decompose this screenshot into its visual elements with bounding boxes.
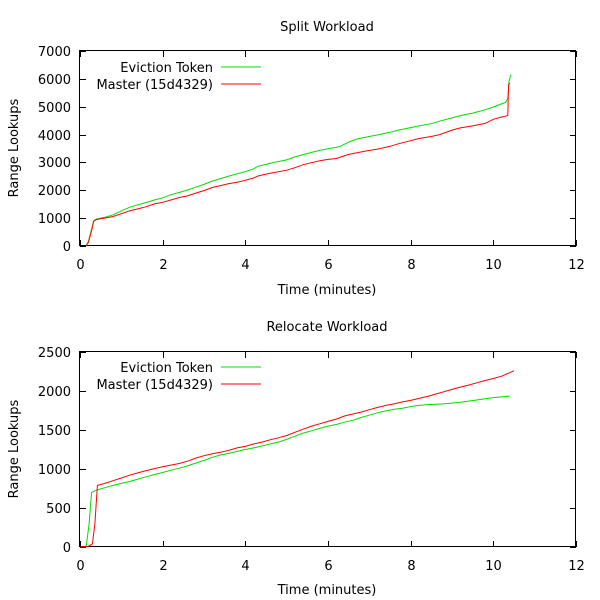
y-tick-label: 6000 [38, 73, 71, 88]
legend-label-master: Master (15d4329) [96, 378, 213, 393]
y-tick-label: 1000 [38, 212, 71, 227]
x-tick-label: 2 [159, 559, 167, 574]
x-tick-label: 10 [485, 258, 502, 273]
series-lines [85, 74, 512, 247]
y-tick-label: 0 [63, 240, 71, 255]
x-tick-label: 4 [241, 559, 249, 574]
series-line-eviction-token [79, 395, 510, 548]
y-tick-label: 3000 [38, 156, 71, 171]
chart-relocate-workload: Relocate Workload 0 500 1000 1500 2000 2500 0… [7, 320, 585, 598]
x-tick-label: 10 [485, 559, 502, 574]
plot-area [79, 50, 576, 246]
x-tick-label: 0 [76, 258, 84, 273]
x-tick-label: 6 [324, 559, 332, 574]
x-tick-label: 4 [241, 258, 249, 273]
y-tick-label: 0 [63, 541, 71, 556]
y-axis-label: Range Lookups [7, 98, 22, 197]
y-tick-label: 2500 [38, 346, 71, 361]
y-ticks: 0 1000 2000 3000 4000 5000 6000 7000 [38, 45, 576, 255]
y-tick-label: 5000 [38, 101, 71, 116]
series-line-master-15d4329 [79, 370, 515, 548]
legend-label-master: Master (15d4329) [96, 78, 213, 93]
plot-area [79, 351, 576, 547]
x-tick-label: 6 [324, 258, 332, 273]
legend: Eviction Token Master (15d4329) [96, 61, 261, 93]
series-line-eviction-token [85, 74, 512, 247]
y-axis-label: Range Lookups [7, 399, 22, 498]
y-tick-label: 7000 [38, 45, 71, 60]
y-tick-label: 1000 [38, 463, 71, 478]
x-tick-label: 12 [568, 559, 585, 574]
x-ticks: 0 2 4 6 8 10 12 [76, 352, 585, 574]
x-axis-label: Time (minutes) [277, 583, 377, 598]
y-tick-label: 1500 [38, 424, 71, 439]
x-tick-label: 2 [159, 258, 167, 273]
x-ticks: 0 2 4 6 8 10 12 [76, 51, 585, 273]
chart-split-workload: Split Workload 0 1000 2000 3000 4000 5000 6000… [7, 20, 585, 298]
y-ticks: 0 500 1000 1500 2000 2500 [38, 346, 576, 556]
chart-title: Relocate Workload [266, 320, 387, 335]
chart-title: Split Workload [280, 20, 374, 35]
legend: Eviction Token Master (15d4329) [96, 361, 261, 393]
series-line-master-15d4329 [85, 82, 511, 247]
series-lines [79, 370, 515, 548]
legend-label-eviction-token: Eviction Token [120, 361, 213, 376]
x-tick-label: 0 [76, 559, 84, 574]
x-tick-label: 8 [407, 258, 415, 273]
x-tick-label: 12 [568, 258, 585, 273]
x-tick-label: 8 [407, 559, 415, 574]
y-tick-label: 500 [46, 502, 71, 517]
y-tick-label: 4000 [38, 129, 71, 144]
legend-label-eviction-token: Eviction Token [120, 61, 213, 76]
x-axis-label: Time (minutes) [277, 283, 377, 298]
y-tick-label: 2000 [38, 385, 71, 400]
y-tick-label: 2000 [38, 184, 71, 199]
